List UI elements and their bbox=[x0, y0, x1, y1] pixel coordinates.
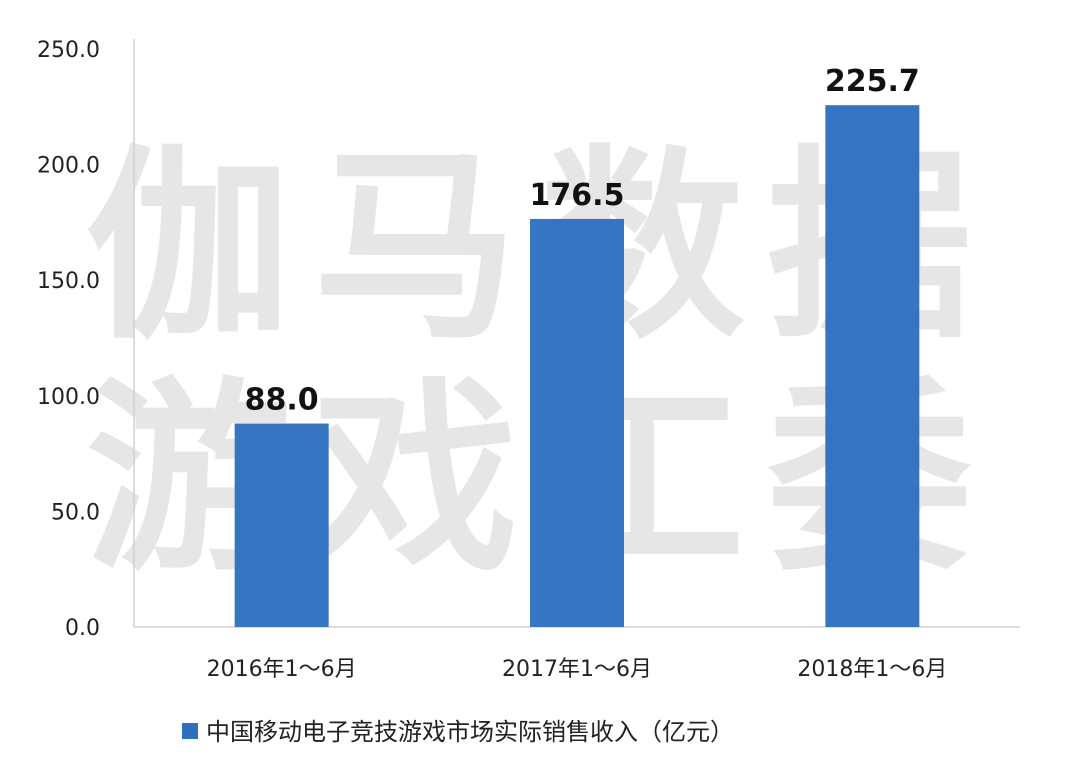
data-label: 176.5 bbox=[530, 178, 625, 213]
labels-layer: 88.0 176.5 225.7 bbox=[245, 64, 920, 417]
watermark-line-1: 伽马数据 bbox=[86, 129, 994, 367]
y-tick-label: 100.0 bbox=[37, 385, 100, 410]
legend-label: 中国移动电子竞技游戏市场实际销售收入（亿元） bbox=[206, 718, 734, 746]
axis-layer: 0.0 50.0 100.0 150.0 200.0 250.0 2016年1～6月 2017… bbox=[37, 38, 1020, 682]
bar bbox=[530, 218, 624, 627]
bar bbox=[825, 105, 920, 628]
bars-layer bbox=[234, 105, 920, 628]
legend: 中国移动电子竞技游戏市场实际销售收入（亿元） bbox=[182, 718, 734, 746]
watermark: 伽马数据 游戏工委 bbox=[86, 129, 994, 599]
bar bbox=[234, 423, 329, 627]
data-label: 88.0 bbox=[245, 383, 319, 418]
y-tick-label: 50.0 bbox=[51, 500, 100, 525]
x-category-label: 2018年1～6月 bbox=[797, 657, 947, 682]
y-tick-label: 0.0 bbox=[65, 616, 100, 641]
legend-swatch bbox=[182, 723, 198, 739]
x-category-label: 2016年1～6月 bbox=[207, 657, 357, 682]
y-tick-label: 200.0 bbox=[37, 154, 100, 179]
y-tick-label: 150.0 bbox=[37, 269, 100, 294]
y-tick-label: 250.0 bbox=[37, 38, 100, 63]
watermark-line-2: 游戏工委 bbox=[86, 361, 994, 599]
data-label: 225.7 bbox=[825, 64, 920, 99]
x-category-label: 2017年1～6月 bbox=[502, 657, 652, 682]
